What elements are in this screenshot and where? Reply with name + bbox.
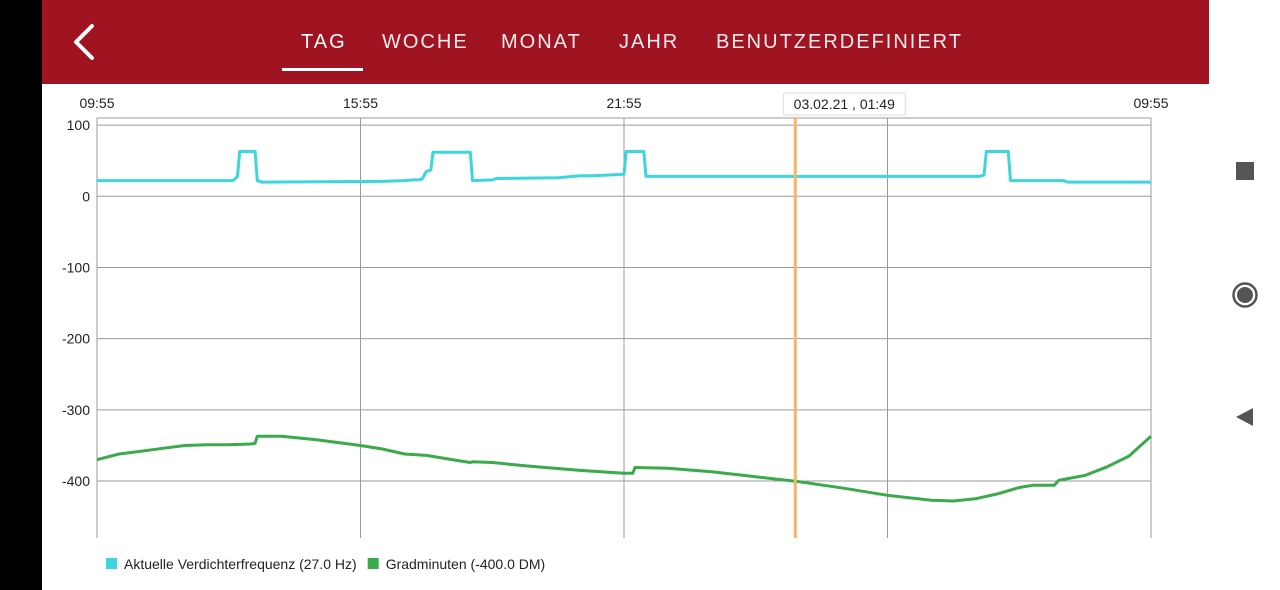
y-tick-label: 100 — [67, 117, 91, 133]
legend-swatch — [367, 558, 379, 569]
y-tick-label: -100 — [62, 259, 90, 275]
triangle-left-icon — [1236, 408, 1253, 426]
tab-tag[interactable]: TAG — [301, 31, 347, 53]
legend-label-frequency: Aktuelle Verdichterfrequenz (27.0 Hz) — [124, 556, 357, 572]
tab-woche[interactable]: WOCHE — [382, 31, 469, 53]
x-tick-label: 21:55 — [606, 95, 641, 111]
system-back-button[interactable] — [1233, 405, 1257, 429]
tab-monat[interactable]: MONAT — [501, 31, 582, 53]
active-tab-indicator — [282, 68, 363, 71]
legend-label-degree-minutes: Gradminuten (-400.0 DM) — [386, 556, 546, 572]
series-line-frequency — [97, 150, 1151, 184]
app-window: TAG WOCHE MONAT JAHR BENUTZERDEFINIERT 0… — [42, 0, 1209, 590]
legend-swatch — [106, 558, 117, 569]
y-tick-label: -400 — [62, 473, 90, 489]
cursor-label-box — [782, 92, 906, 116]
y-tick-label: 0 — [82, 188, 90, 204]
tab-benutzerdefiniert[interactable]: BENUTZERDEFINIERT — [716, 31, 963, 53]
series-line-degree-minutes — [96, 434, 1153, 503]
x-tick-label: 09:55 — [79, 95, 114, 111]
cursor-label: 03.02.21 , 01:49 — [794, 96, 895, 112]
system-navigation-bar — [1209, 0, 1280, 590]
home-button[interactable] — [1231, 281, 1259, 309]
y-tick-label: -200 — [62, 331, 90, 347]
square-icon — [1236, 162, 1254, 180]
y-tick-label: -300 — [62, 402, 90, 418]
back-button[interactable] — [64, 20, 108, 64]
circle-icon — [1232, 282, 1258, 308]
chevron-left-icon — [74, 24, 94, 60]
x-tick-label: 09:55 — [1133, 95, 1168, 111]
top-app-bar: TAG WOCHE MONAT JAHR BENUTZERDEFINIERT — [42, 0, 1209, 84]
line-chart[interactable]: 09:55 15:55 21:55 09:55 100 0 -100 -200 -300 -400… — [42, 84, 1209, 590]
recents-button[interactable] — [1234, 160, 1256, 182]
tab-jahr[interactable]: JAHR — [619, 31, 680, 53]
x-tick-label: 15:55 — [343, 95, 378, 111]
